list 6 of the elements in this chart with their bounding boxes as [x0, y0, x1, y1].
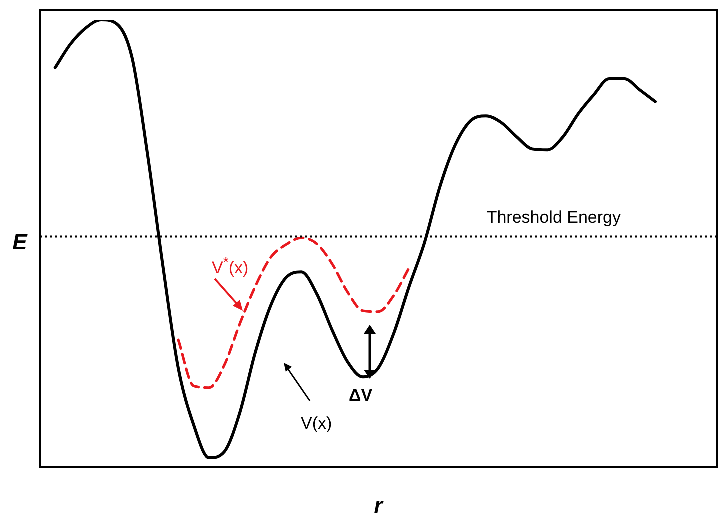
y-axis-title: E — [12, 230, 29, 255]
ref-line-label: Threshold Energy — [486, 208, 622, 227]
annotation: V(x) — [301, 414, 332, 434]
annotation: V$^{*}$(x) — [212, 255, 249, 279]
annotation: ΔV — [349, 386, 373, 406]
x-axis-title: r — [374, 493, 384, 518]
